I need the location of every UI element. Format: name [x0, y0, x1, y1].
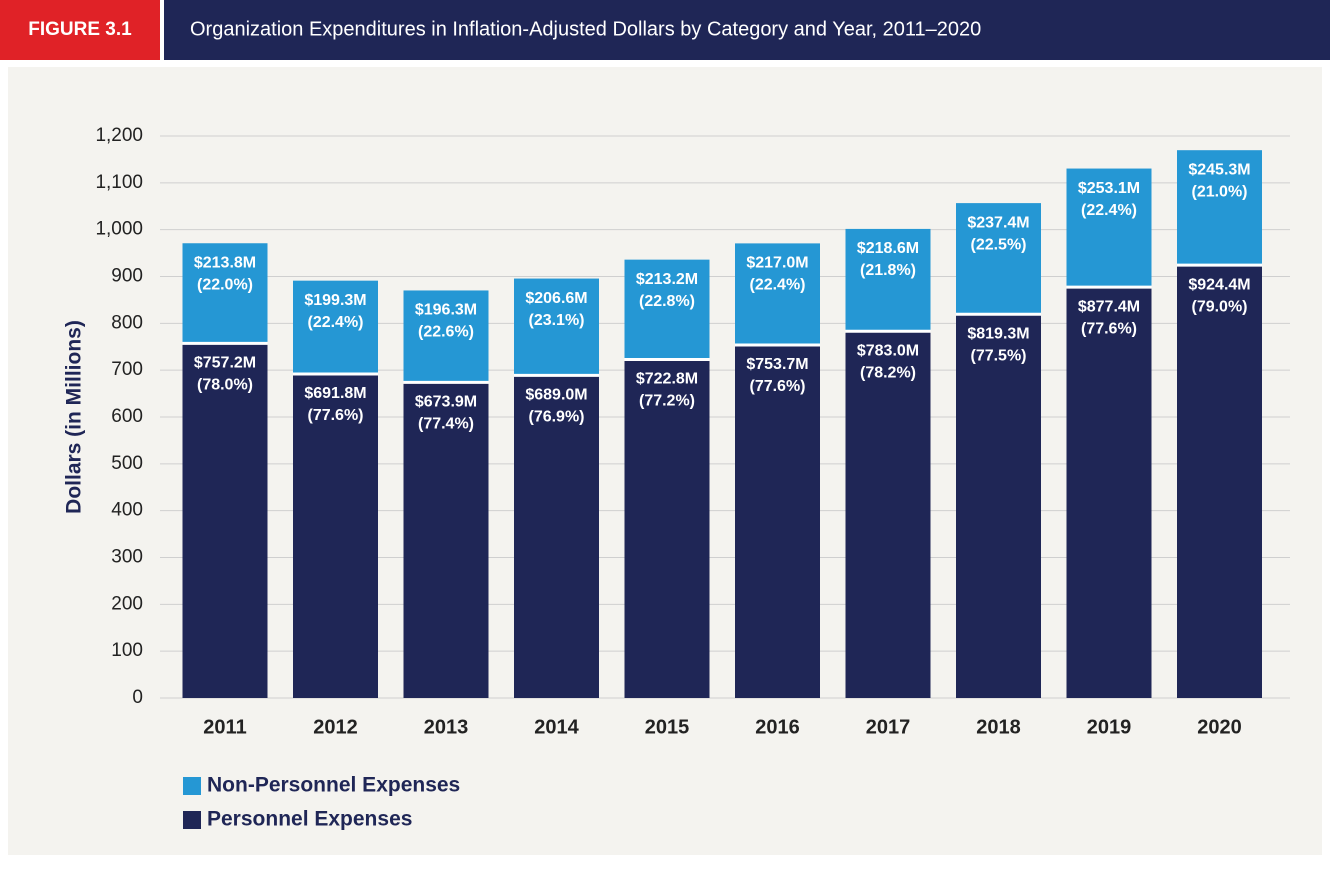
- value-label: $689.0M: [525, 387, 587, 404]
- value-label: $673.9M: [415, 394, 477, 411]
- value-label: $196.3M: [415, 302, 477, 319]
- y-tick-label: 1,000: [95, 219, 143, 240]
- value-label: $245.3M: [1188, 161, 1250, 178]
- bar-segment: [1177, 265, 1262, 698]
- bar-segment: [182, 243, 268, 344]
- x-tick-label: 2017: [866, 716, 911, 738]
- share-label: (77.5%): [970, 348, 1026, 365]
- value-label: $722.8M: [636, 371, 698, 388]
- x-tick-label: 2019: [1087, 716, 1132, 738]
- y-tick-label: 900: [111, 266, 143, 287]
- value-label: $924.4M: [1188, 276, 1250, 293]
- chart-title: Organization Expenditures in Inflation-A…: [190, 18, 981, 40]
- y-tick-label: 200: [111, 593, 143, 614]
- x-tick-label: 2016: [755, 716, 800, 738]
- x-tick-label: 2020: [1197, 716, 1242, 738]
- x-tick-label: 2018: [976, 716, 1021, 738]
- share-label: (22.8%): [639, 293, 695, 310]
- share-label: (77.6%): [1081, 320, 1137, 337]
- share-label: (22.6%): [418, 324, 474, 341]
- share-label: (77.2%): [639, 393, 695, 410]
- share-label: (77.6%): [749, 378, 805, 395]
- share-label: (79.0%): [1191, 298, 1247, 315]
- share-label: (77.4%): [418, 416, 474, 433]
- x-tick-label: 2014: [534, 716, 579, 738]
- value-label: $237.4M: [967, 214, 1029, 231]
- legend-swatch: [183, 777, 201, 795]
- legend-swatch: [183, 811, 201, 829]
- y-tick-label: 100: [111, 640, 143, 661]
- title-bar: [164, 0, 1330, 60]
- share-label: (22.4%): [1081, 202, 1137, 219]
- bar-segment: [1066, 287, 1152, 698]
- legend-label: Non-Personnel Expenses: [207, 774, 460, 797]
- y-tick-label: 500: [111, 453, 143, 474]
- share-label: (22.4%): [749, 277, 805, 294]
- y-tick-label: 800: [111, 312, 143, 333]
- x-tick-label: 2012: [313, 716, 358, 738]
- bar-segment: [845, 228, 931, 332]
- value-label: $206.6M: [525, 290, 587, 307]
- bar-segment: [956, 203, 1041, 315]
- legend-label: Personnel Expenses: [207, 808, 412, 831]
- y-tick-label: 1,100: [95, 172, 143, 193]
- value-label: $877.4M: [1078, 298, 1140, 315]
- bar-segment: [403, 290, 489, 383]
- x-tick-label: 2015: [645, 716, 690, 738]
- value-label: $218.6M: [857, 240, 919, 257]
- share-label: (22.4%): [307, 314, 363, 331]
- bar-segment: [182, 343, 268, 698]
- bar-segment: [293, 374, 378, 698]
- bar-segment: [735, 345, 820, 698]
- value-label: $753.7M: [746, 356, 808, 373]
- y-tick-label: 600: [111, 406, 143, 427]
- bar-segment: [845, 331, 931, 698]
- value-label: $819.3M: [967, 326, 1029, 343]
- share-label: (78.2%): [860, 365, 916, 382]
- figure-label: FIGURE 3.1: [28, 19, 132, 40]
- y-tick-label: 400: [111, 500, 143, 521]
- bar-segment: [403, 382, 489, 698]
- x-tick-label: 2011: [203, 716, 246, 738]
- bar-segment: [293, 280, 378, 375]
- share-label: (78.0%): [197, 377, 253, 394]
- value-label: $199.3M: [304, 292, 366, 309]
- y-tick-label: 700: [111, 359, 143, 380]
- y-tick-label: 300: [111, 547, 143, 568]
- x-tick-label: 2013: [424, 716, 469, 738]
- bar-segment: [624, 259, 710, 360]
- bar-segment: [1066, 168, 1152, 288]
- share-label: (23.1%): [528, 312, 584, 329]
- bar-segment: [735, 243, 820, 346]
- share-label: (22.0%): [197, 276, 253, 293]
- value-label: $217.0M: [746, 255, 808, 272]
- value-label: $757.2M: [194, 355, 256, 372]
- bar-segment: [956, 314, 1041, 698]
- value-label: $253.1M: [1078, 180, 1140, 197]
- plot: 0 100 200 300 400 500 600 700 800 900 1,000 1,100 1,…: [95, 125, 1290, 831]
- value-label: $213.8M: [194, 254, 256, 271]
- bar-segment: [1177, 150, 1262, 266]
- y-tick-label: 1,200: [95, 125, 143, 146]
- figure-badge: [0, 0, 160, 60]
- value-label: $691.8M: [304, 385, 366, 402]
- value-label: $783.0M: [857, 343, 919, 360]
- share-label: (76.9%): [528, 409, 584, 426]
- share-label: (21.8%): [860, 262, 916, 279]
- bar-segment: [514, 278, 599, 376]
- share-label: (21.0%): [1191, 183, 1247, 200]
- y-axis-label: Dollars (in Millions): [63, 320, 86, 514]
- y-tick-label: 0: [132, 687, 143, 708]
- value-label: $213.2M: [636, 271, 698, 288]
- bar-segment: [624, 359, 710, 698]
- share-label: (22.5%): [970, 236, 1026, 253]
- bar-segment: [514, 375, 599, 698]
- share-label: (77.6%): [307, 407, 363, 424]
